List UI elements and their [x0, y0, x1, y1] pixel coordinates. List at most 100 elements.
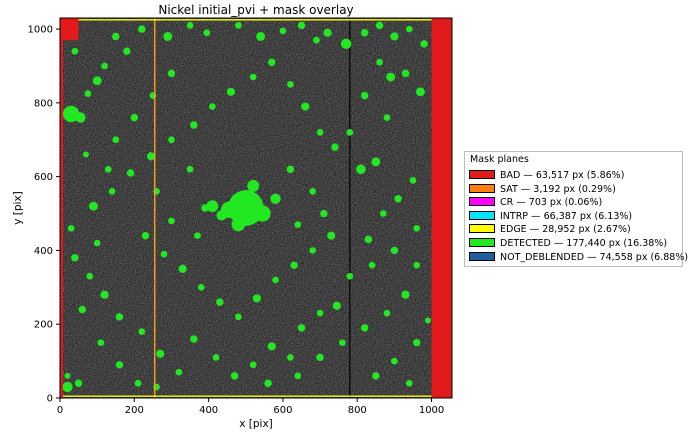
x-tick-label: 600	[273, 405, 292, 416]
detection-blob	[134, 379, 142, 387]
detection-blob	[226, 87, 236, 96]
detection-blob	[206, 200, 219, 213]
detection-blob	[270, 193, 281, 204]
detection-blob	[386, 72, 396, 82]
detection-blob	[235, 22, 242, 29]
detection-blob	[320, 209, 328, 218]
detection-blob	[346, 272, 354, 280]
detection-blob	[294, 221, 302, 228]
legend-swatch	[469, 170, 495, 179]
legend-swatch	[469, 183, 495, 193]
detection-blob	[360, 324, 369, 332]
detection-blob	[415, 87, 425, 97]
plot-frame	[59, 17, 453, 399]
detection-blob	[401, 69, 410, 78]
detection-blob	[375, 21, 384, 30]
detection-blob	[287, 81, 294, 88]
detection-blob	[216, 298, 224, 306]
plot-area	[60, 18, 452, 398]
detection-blob	[372, 372, 380, 380]
x-tick-label: 800	[348, 405, 367, 416]
legend-swatch	[469, 197, 495, 207]
legend-label: EDGE — 28,952 px (2.67%)	[500, 224, 631, 236]
detection-blob	[100, 290, 109, 299]
detection-blob	[256, 31, 266, 41]
detection-blob	[379, 210, 387, 217]
detection-blob	[264, 379, 272, 387]
y-tick-label: 400	[34, 246, 53, 257]
detection-blob	[130, 113, 139, 122]
detection-blob	[309, 188, 317, 195]
detection-blob	[316, 129, 324, 136]
detection-blob	[371, 157, 381, 167]
detection-blob	[383, 309, 391, 317]
detection-blob	[323, 28, 332, 37]
detection-blob	[175, 368, 183, 376]
detection-blob	[390, 32, 399, 41]
detection-blob	[340, 38, 352, 50]
detection-blob	[186, 165, 194, 173]
detection-blob	[394, 195, 402, 203]
detection-blob	[254, 205, 271, 222]
detection-blob	[104, 165, 112, 173]
detection-blob	[115, 361, 124, 369]
x-axis-label: x [pix]	[239, 418, 273, 430]
detection-blob	[115, 313, 124, 321]
detection-blob	[230, 372, 239, 380]
detection-blob	[287, 354, 294, 361]
detection-blob	[301, 102, 310, 111]
legend-label: CR — 703 px (0.06%)	[500, 197, 603, 209]
detection-blob	[190, 121, 198, 129]
legend-item: SAT — 3,192 px (0.29%)	[469, 183, 616, 196]
detection-blob	[332, 301, 341, 310]
detection-blob	[84, 90, 92, 97]
legend-label: BAD — 63,517 px (5.86%)	[500, 170, 625, 181]
detection-blob	[290, 261, 298, 269]
legend-label: INTRP — 66,387 px (6.13%)	[500, 210, 633, 222]
chart-title: Nickel initial_pvi + mask overlay	[158, 3, 354, 17]
detection-blob	[331, 143, 339, 151]
legend-item: BAD — 63,517 px (5.86%)	[469, 170, 624, 182]
detection-blob	[167, 69, 176, 78]
detection-blob	[360, 91, 369, 100]
detection-blob	[405, 379, 413, 387]
detection-blob	[83, 151, 89, 158]
legend-item: EDGE — 28,952 px (2.67%)	[469, 224, 631, 236]
detection-blob	[313, 36, 320, 44]
legend: Mask planes BAD — 63,517 px (5.86%) SAT —…	[464, 151, 688, 267]
detection-blob	[247, 179, 260, 192]
detection-blob	[156, 349, 165, 358]
detection-blob	[86, 272, 94, 280]
detection-blob	[201, 204, 209, 212]
bad-region	[60, 18, 63, 398]
detection-blob	[194, 232, 201, 240]
detection-blob	[383, 114, 391, 121]
detection-blob	[339, 339, 346, 347]
detection-blob	[268, 58, 276, 66]
detection-blob	[203, 29, 211, 37]
detection-blob	[74, 379, 83, 387]
detection-blob	[212, 354, 220, 361]
detection-blob	[67, 224, 75, 232]
y-tick-label: 1000	[28, 25, 53, 36]
legend-item: CR — 703 px (0.06%)	[469, 197, 602, 209]
legend-label: DETECTED — 177,440 px (16.38%)	[500, 238, 668, 249]
detection-blob	[309, 247, 317, 254]
detection-blob	[267, 342, 276, 351]
detection-blob	[368, 261, 376, 269]
detection-blob	[286, 165, 295, 173]
detection-blob	[209, 103, 216, 110]
detection-blob	[401, 290, 410, 299]
x-tick-label: 200	[125, 405, 144, 416]
detection-blob	[327, 231, 336, 240]
detection-blob	[294, 372, 302, 380]
detection-blob	[405, 25, 413, 33]
detection-blob	[346, 129, 354, 136]
detection-blob	[101, 62, 108, 70]
legend-title: Mask planes	[470, 154, 529, 165]
legend-item: NOT_DEBLENDED — 74,558 px (6.88%)	[469, 251, 688, 264]
detection-blob	[252, 294, 262, 303]
detection-blob	[249, 361, 257, 369]
detection-blob	[75, 112, 86, 123]
y-axis-label: y [pix]	[12, 191, 24, 225]
